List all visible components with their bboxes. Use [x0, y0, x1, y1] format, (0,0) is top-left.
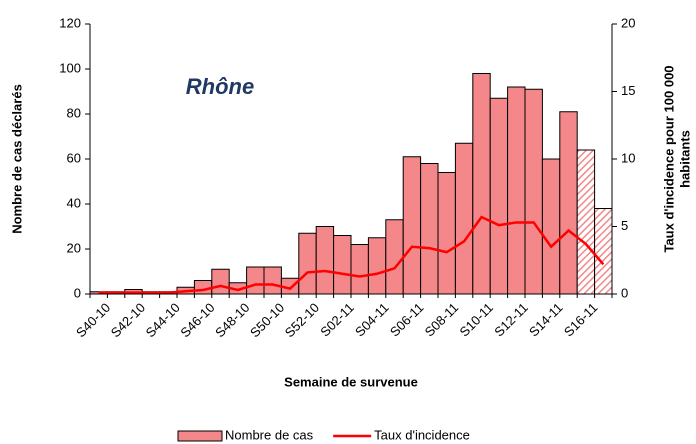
bar: [350, 244, 369, 295]
bar: [402, 156, 422, 295]
bar: [211, 268, 230, 295]
bar: [298, 232, 317, 295]
annotation: Rhône: [186, 74, 254, 99]
bar: [333, 235, 352, 295]
bar: [246, 266, 265, 295]
y2-tick-label: 10: [621, 150, 635, 165]
x-tick-label: S52-10: [282, 300, 322, 340]
x-tick-label: S46-10: [177, 300, 217, 340]
y2-tick-label: 5: [621, 218, 628, 233]
y-tick-label: 0: [74, 285, 81, 300]
x-tick-label: S10-11: [456, 300, 496, 340]
bar: [454, 142, 474, 295]
y-tick-label: 40: [67, 195, 81, 210]
x-tick-label: S04-11: [352, 300, 392, 340]
legend-swatch: [177, 430, 223, 442]
y2-tick-label: 0: [621, 285, 628, 300]
y2-tick-label: 20: [621, 15, 635, 30]
bar: [489, 97, 509, 295]
x-tick-label: S06-11: [387, 300, 427, 340]
bar: [385, 219, 404, 295]
bar: [594, 208, 613, 295]
bar: [437, 172, 456, 295]
bar: [576, 149, 596, 295]
y2-axis-title: Taux d'incidence pour 100 000: [661, 65, 676, 252]
x-tick-label: S48-10: [212, 300, 252, 340]
x-tick-label: S40-10: [73, 300, 113, 340]
y-tick-label: 100: [59, 60, 81, 75]
y-tick-label: 120: [59, 15, 81, 30]
bar: [420, 163, 439, 295]
x-tick-label: S44-10: [143, 300, 183, 340]
bar: [541, 158, 561, 295]
x-tick-label: S12-11: [491, 300, 531, 340]
x-tick-label: S50-10: [247, 300, 287, 340]
bar: [315, 226, 335, 295]
y2-axis-title: habitants: [677, 130, 692, 188]
bar: [524, 88, 543, 295]
bar: [507, 86, 526, 295]
x-tick-label: S08-11: [422, 300, 462, 340]
x-tick-label: S02-11: [317, 300, 357, 340]
y-axis-title: Nombre de cas déclarés: [9, 84, 24, 234]
y2-tick-label: 15: [621, 83, 635, 98]
bar: [263, 266, 282, 295]
legend-label: Nombre de cas: [225, 427, 314, 442]
x-tick-label: S14-11: [526, 300, 566, 340]
y-tick-label: 60: [67, 150, 81, 165]
bar: [367, 237, 387, 295]
line: [98, 215, 605, 294]
bar: [559, 111, 578, 295]
x-tick-label: S16-11: [561, 300, 601, 340]
y-tick-label: 80: [67, 105, 81, 120]
legend-label: Taux d'incidence: [374, 427, 470, 442]
x-tick-label: S42-10: [108, 300, 148, 340]
bar: [472, 73, 491, 295]
x-axis-title: Semaine de survenue: [284, 374, 418, 389]
y-tick-label: 20: [67, 240, 81, 255]
